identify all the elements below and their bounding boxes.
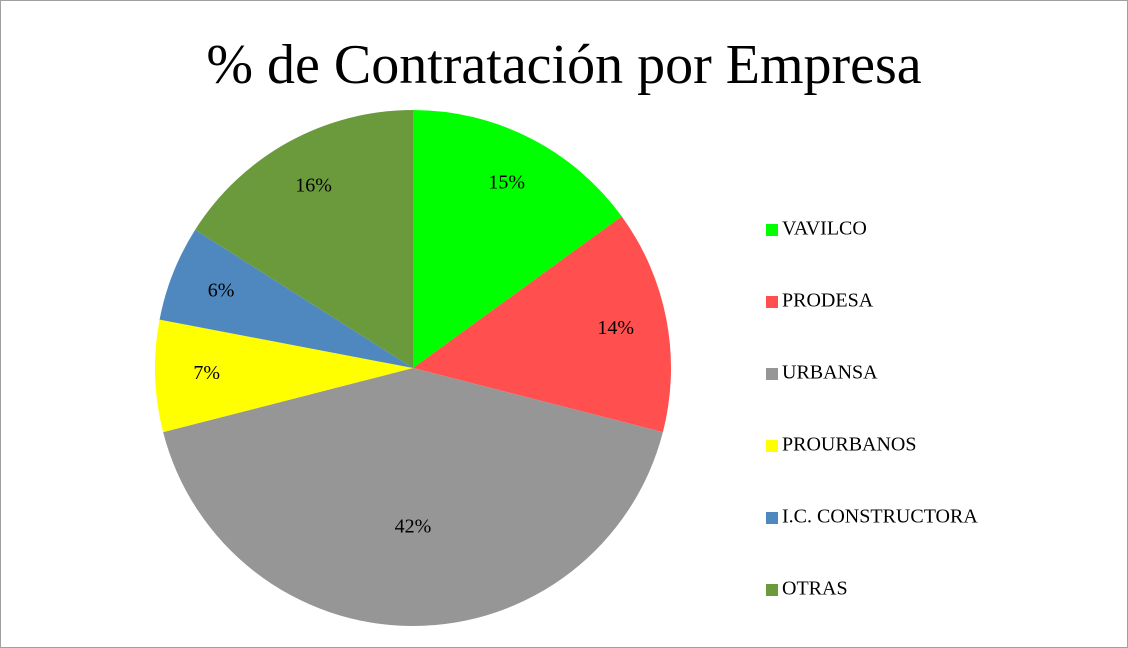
data-label: 6% [208, 280, 235, 302]
legend-swatch [766, 296, 778, 308]
legend-swatch [766, 224, 778, 236]
pie-slice [155, 319, 413, 433]
legend-label: URBANSA [782, 362, 878, 384]
pie-slice [195, 109, 413, 368]
legend-label: PROURBANOS [782, 434, 916, 456]
pie-slice [163, 368, 663, 626]
pie-slice [413, 110, 622, 368]
legend-label: VAVILCO [782, 218, 867, 240]
data-label: 15% [488, 172, 525, 194]
data-label: 42% [395, 516, 432, 538]
pie-slice [413, 216, 671, 433]
data-label: 14% [597, 317, 634, 339]
legend-label: PRODESA [782, 290, 874, 312]
legend-swatch [766, 584, 778, 596]
legend-swatch [766, 368, 778, 380]
chart-title: % de Contratación por Empresa [206, 34, 921, 96]
pie-slice [159, 229, 413, 368]
data-label: 7% [193, 362, 220, 384]
legend-label: OTRAS [782, 578, 848, 600]
legend-label: I.C. CONSTRUCTORA [782, 506, 978, 528]
data-label: 16% [295, 175, 332, 197]
legend-swatch [766, 440, 778, 452]
legend-swatch [766, 512, 778, 524]
